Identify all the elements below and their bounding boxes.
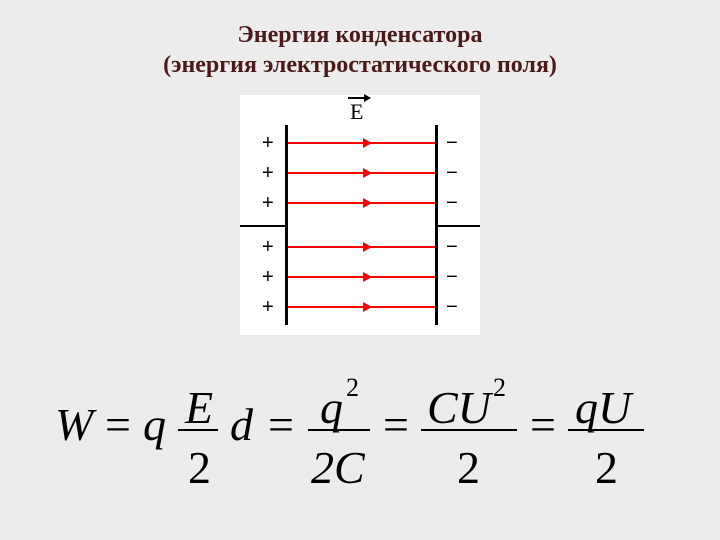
den-2C: 2C <box>311 445 365 491</box>
sup-2: 2 <box>493 375 506 401</box>
plus-sign: + <box>262 133 274 153</box>
right-wire <box>438 225 480 227</box>
minus-sign: − <box>446 163 458 183</box>
plus-sign: + <box>262 297 274 317</box>
left-plate <box>285 125 288 325</box>
minus-sign: − <box>446 237 458 257</box>
e-vector-label: E <box>350 99 363 125</box>
var-d: d <box>230 402 253 448</box>
op-eq: = <box>530 402 556 448</box>
plus-sign: + <box>262 237 274 257</box>
var-CU: CU <box>427 385 491 431</box>
energy-formula: W=qE2d=q22C=CU22=qU2 <box>55 365 675 495</box>
field-line <box>288 172 435 174</box>
var-E: E <box>185 385 213 431</box>
plus-sign: + <box>262 193 274 213</box>
slide: Энергия конденсатора (энергия электроста… <box>0 0 720 540</box>
minus-sign: − <box>446 193 458 213</box>
capacitor-diagram: E + − + − + − + − + − + − <box>240 95 480 335</box>
left-wire <box>240 225 285 227</box>
num-2: 2 <box>457 445 480 491</box>
minus-sign: − <box>446 297 458 317</box>
arrow-head-icon <box>363 272 372 282</box>
title-line-1: Энергия конденсатора <box>0 20 720 50</box>
plus-sign: + <box>262 267 274 287</box>
arrow-head-icon <box>363 242 372 252</box>
sup-2: 2 <box>346 375 359 401</box>
var-q: q <box>143 402 166 448</box>
num-2: 2 <box>595 445 618 491</box>
arrow-head-icon <box>363 198 372 208</box>
minus-sign: − <box>446 267 458 287</box>
arrow-head-icon <box>363 302 372 312</box>
op-eq: = <box>383 402 409 448</box>
num-2: 2 <box>188 445 211 491</box>
field-line <box>288 276 435 278</box>
minus-sign: − <box>446 133 458 153</box>
field-line <box>288 306 435 308</box>
var-W: W <box>55 402 93 448</box>
field-line <box>288 246 435 248</box>
op-eq: = <box>268 402 294 448</box>
var-q: q <box>320 385 343 431</box>
op-eq: = <box>105 402 131 448</box>
arrow-head-icon <box>363 138 372 148</box>
title-line-2: (энергия электростатического поля) <box>0 50 720 80</box>
field-line <box>288 142 435 144</box>
var-qU: qU <box>575 385 631 431</box>
plus-sign: + <box>262 163 274 183</box>
title-block: Энергия конденсатора (энергия электроста… <box>0 20 720 80</box>
arrow-head-icon <box>363 168 372 178</box>
field-line <box>288 202 435 204</box>
